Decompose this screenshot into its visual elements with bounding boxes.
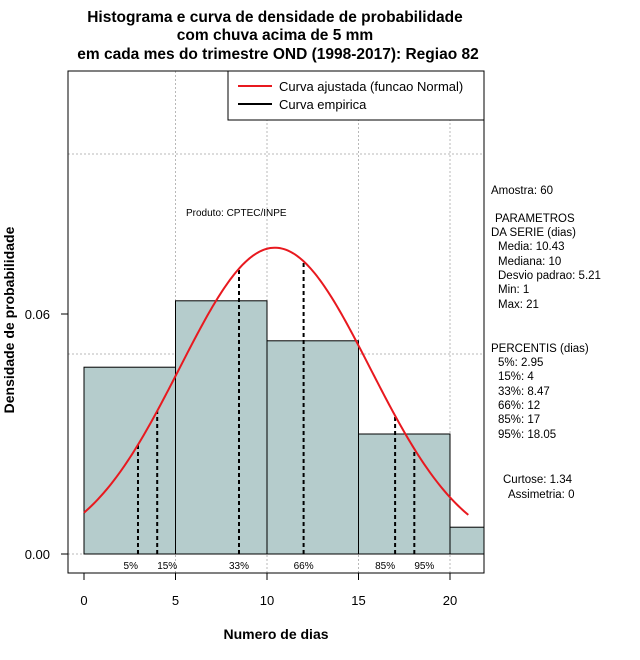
assimetria-value: Assimetria: 0 [508,489,574,501]
histogram-bars [83,300,485,555]
percentil-66: 66%: 12 [498,400,540,412]
x-tick-label: 20 [443,593,457,608]
percentil-85: 85%: 17 [498,414,540,426]
legend-label-fitted: Curva ajustada (funcao Normal) [279,79,463,94]
chart-title-line-3: em cada mes do trimestre OND (1998-2017)… [77,46,478,63]
param-min: Min: 1 [498,284,529,296]
legend-box [227,70,485,121]
sample-size: Amostra: 60 [491,185,553,197]
percentile-label-85pct: 85% [375,561,395,572]
chart-title-line-2: com chuva acima de 5 mm [177,27,373,44]
histogram-bar-5 [449,526,485,555]
x-axis-ticks: 0 5 10 15 20 [80,572,457,608]
percentile-label-15pct: 15% [157,561,177,572]
params-title-2: DA SERIE (dias) [491,227,576,239]
y-axis-label: Densidade de probabilidade [1,226,17,413]
histogram-bar-4 [358,433,451,555]
params-title-1: PARAMETROS [495,213,575,225]
percentile-label-95pct: 95% [414,561,434,572]
legend: Curva ajustada (funcao Normal) Curva emp… [227,70,485,121]
percentile-label-5pct: 5% [124,561,139,572]
param-max: Max: 21 [498,299,539,311]
histogram-bar-3 [266,340,359,555]
percentile-label-66pct: 66% [294,561,314,572]
y-tick-label: 0.06 [25,307,50,322]
normal-curve-line [83,246,469,516]
x-tick-label: 5 [172,593,179,608]
x-tick-label: 0 [80,593,87,608]
param-media: Media: 10.43 [498,241,565,253]
percentil-95: 95%: 18.05 [498,429,556,441]
y-axis-ticks: 0.00 0.06 [25,307,69,562]
x-tick-label: 15 [351,593,365,608]
param-desvio: Desvio padrao: 5.21 [498,270,601,282]
param-mediana: Mediana: 10 [498,256,561,268]
percentil-33: 33%: 8.47 [498,386,550,398]
product-annotation: Produto: CPTEC/INPE [186,208,287,219]
stats-panel: Amostra: 60 PARAMETROS DA SERIE (dias) M… [491,185,601,501]
x-tick-label: 10 [260,593,274,608]
percentil-15: 15%: 4 [498,371,534,383]
percentile-labels: 5% 15% 33% 66% 85% 95% [124,561,435,572]
histogram-bar-2 [175,300,268,555]
x-axis-label: Numero de dias [223,626,328,642]
percentis-title: PERCENTIS (dias) [491,343,589,355]
chart-title-line-1: Histograma e curva de densidade de proba… [87,9,463,26]
percentile-label-33pct: 33% [229,561,249,572]
percentile-lines [136,261,416,554]
percentil-5: 5%: 2.95 [498,357,543,369]
curtose-value: Curtose: 1.34 [503,474,573,486]
legend-label-empirical: Curva empirica [279,97,367,112]
histogram-bar-1 [83,366,176,555]
y-tick-label: 0.00 [25,547,50,562]
